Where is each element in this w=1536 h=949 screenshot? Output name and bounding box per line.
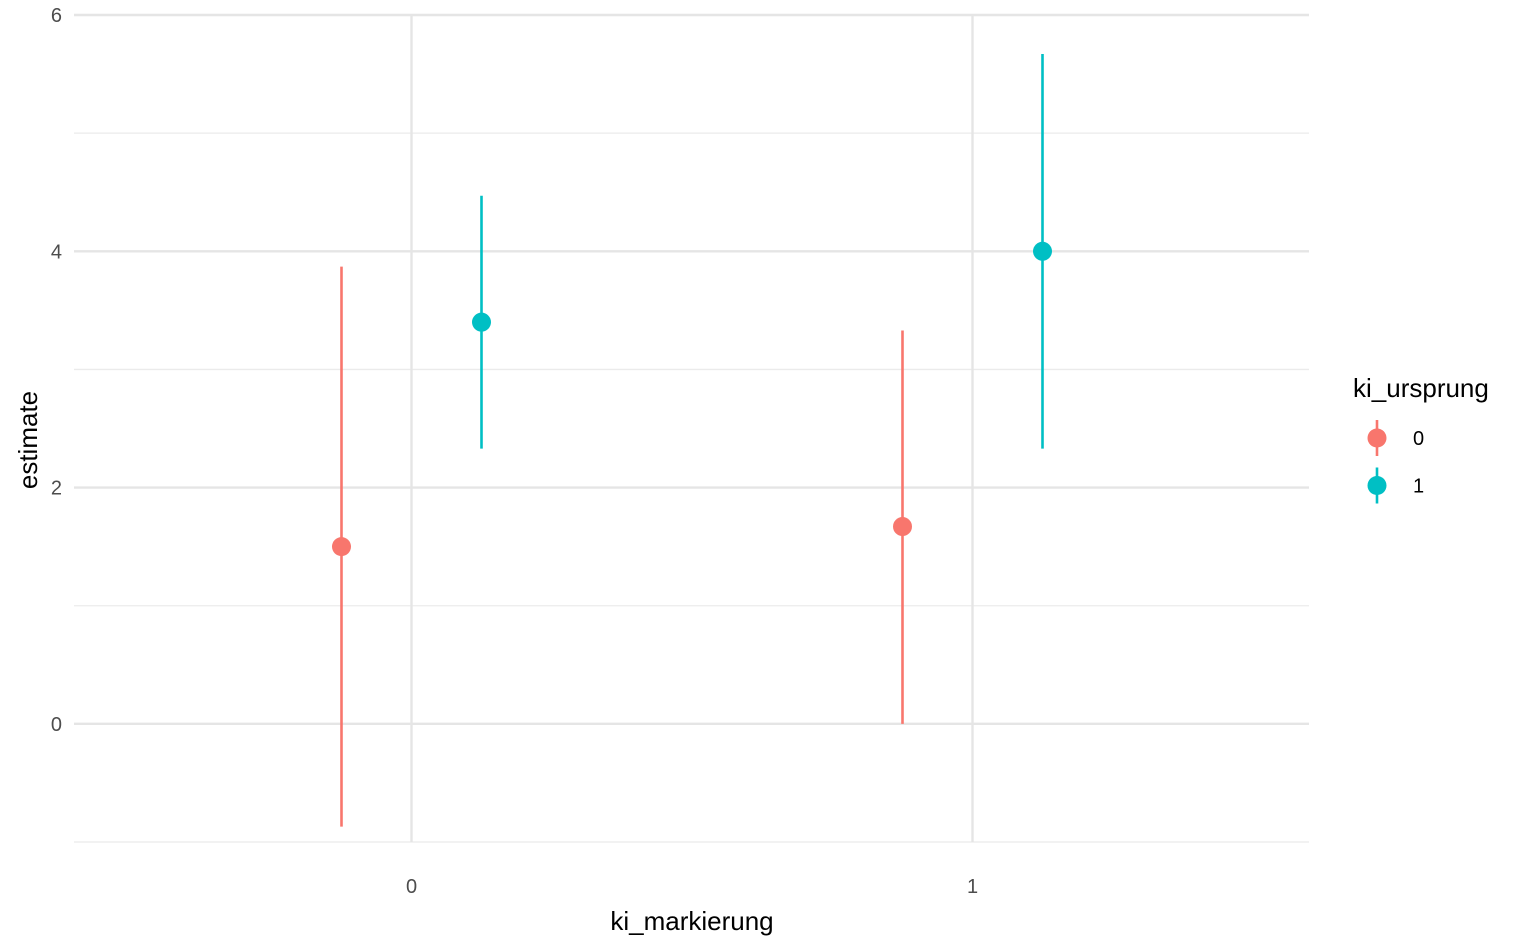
legend-title: ki_ursprung — [1353, 373, 1489, 403]
y-tick-label: 2 — [51, 478, 62, 500]
x-axis-title: ki_markierung — [610, 906, 773, 936]
x-tick-label: 0 — [406, 876, 417, 898]
legend: ki_ursprung 01 — [1353, 373, 1489, 504]
legend-keys: 01 — [1367, 420, 1424, 504]
estimate-point — [1033, 241, 1052, 261]
x-tick-label: 1 — [967, 876, 978, 898]
y-tick-label: 4 — [51, 241, 62, 263]
estimate-point — [332, 537, 351, 557]
y-tick-label: 0 — [51, 714, 62, 736]
data-marks — [332, 53, 1052, 827]
estimate-point — [472, 312, 491, 332]
y-axis-title: estimate — [13, 391, 43, 489]
legend-key-point — [1367, 476, 1387, 495]
major-gridlines — [74, 13, 1309, 842]
legend-label: 0 — [1413, 428, 1424, 450]
y-axis-tick-labels: 0 2 4 6 — [51, 5, 62, 736]
minor-gridlines — [74, 132, 1309, 843]
legend-key-point — [1367, 428, 1387, 448]
y-tick-label: 6 — [51, 5, 62, 27]
legend-label: 1 — [1413, 476, 1424, 498]
estimate-point — [893, 517, 912, 537]
